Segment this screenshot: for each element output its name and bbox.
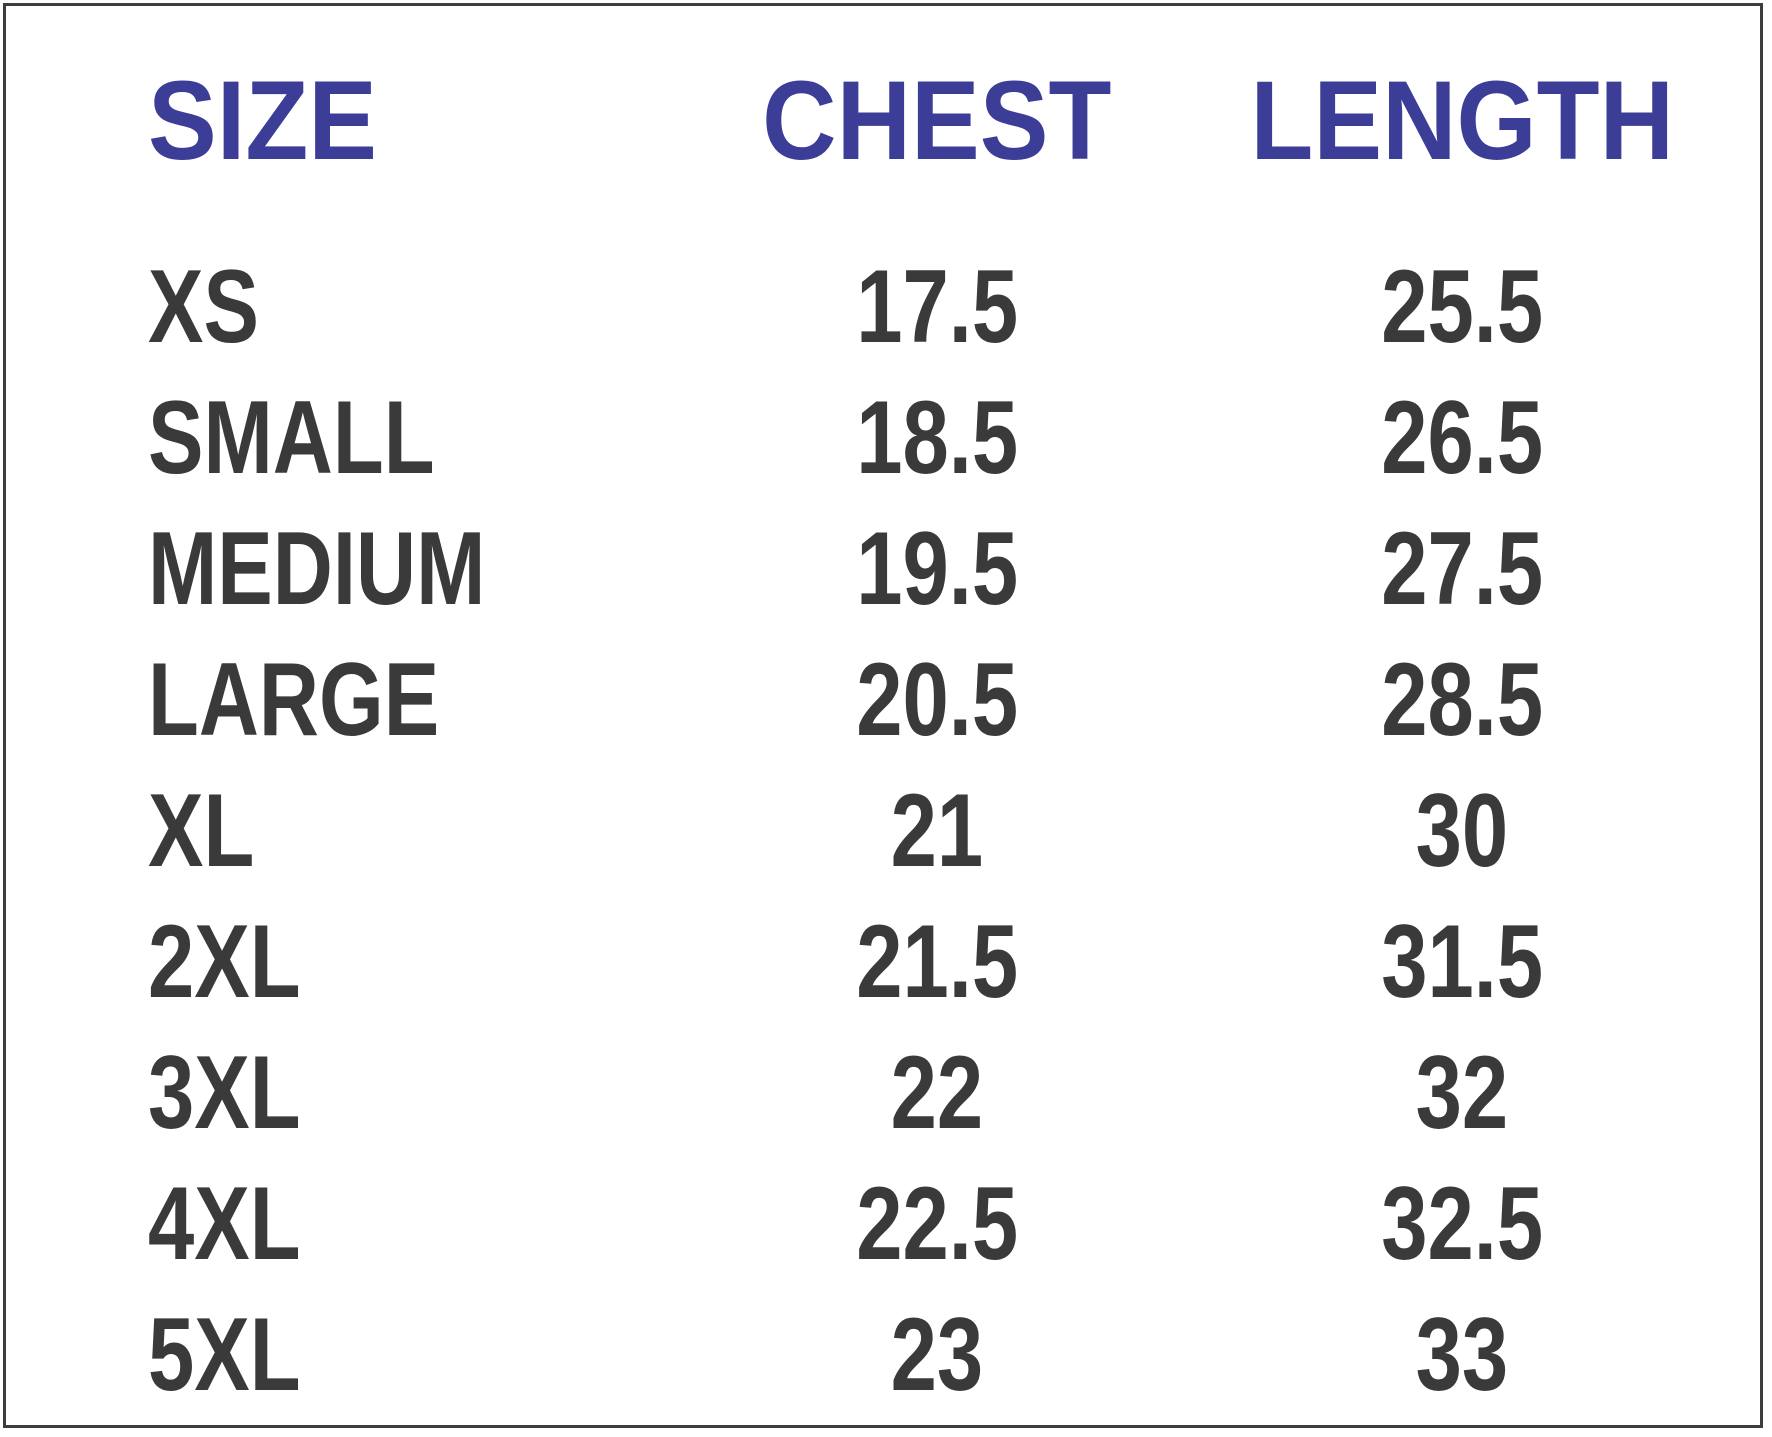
chest-cell-text: 20.5 (856, 641, 1018, 758)
chest-cell: 19.5 (708, 517, 1166, 621)
size-cell-text: 4XL (148, 1165, 301, 1282)
size-cell-text: XS (148, 248, 259, 365)
size-cell: SMALL (148, 386, 708, 490)
length-cell: 28.5 (1166, 648, 1758, 752)
chest-cell: 20.5 (708, 648, 1166, 752)
length-cell: 33 (1166, 1303, 1758, 1407)
table-row: MEDIUM 19.5 27.5 (6, 503, 1760, 634)
chest-cell-text: 21 (890, 772, 984, 889)
length-cell: 31.5 (1166, 910, 1758, 1014)
length-cell: 27.5 (1166, 517, 1758, 621)
chest-cell: 21 (708, 779, 1166, 883)
size-cell-text: SMALL (148, 379, 435, 496)
chest-cell-text: 18.5 (856, 379, 1018, 496)
length-cell-text: 26.5 (1381, 379, 1543, 496)
chest-cell: 21.5 (708, 910, 1166, 1014)
size-chart-table: SIZE CHEST LENGTH XS 17.5 25.5 SMALL 18.5 26.… (3, 3, 1763, 1428)
chest-cell: 17.5 (708, 255, 1166, 359)
header-cell-length: LENGTH (1166, 65, 1758, 177)
size-cell: LARGE (148, 648, 708, 752)
length-cell-text: 30 (1415, 772, 1509, 889)
table-row: 3XL 22 32 (6, 1027, 1760, 1158)
header-cell-chest: CHEST (708, 65, 1166, 177)
chest-cell: 22.5 (708, 1172, 1166, 1276)
length-cell: 25.5 (1166, 255, 1758, 359)
length-cell-text: 27.5 (1381, 510, 1543, 627)
length-cell-text: 28.5 (1381, 641, 1543, 758)
table-row: 2XL 21.5 31.5 (6, 896, 1760, 1027)
size-cell: 2XL (148, 910, 708, 1014)
table-header-row: SIZE CHEST LENGTH (6, 56, 1760, 186)
size-cell: 4XL (148, 1172, 708, 1276)
chest-cell: 18.5 (708, 386, 1166, 490)
length-cell: 26.5 (1166, 386, 1758, 490)
table-row: XL 21 30 (6, 765, 1760, 896)
table-row: 5XL 23 33 (6, 1289, 1760, 1420)
chest-cell-text: 19.5 (856, 510, 1018, 627)
size-cell: XL (148, 779, 708, 883)
header-cell-size: SIZE (148, 65, 708, 177)
length-cell: 32.5 (1166, 1172, 1758, 1276)
size-cell: 5XL (148, 1303, 708, 1407)
table-row: XS 17.5 25.5 (6, 241, 1760, 372)
size-cell: 3XL (148, 1041, 708, 1145)
chest-cell-text: 23 (890, 1296, 984, 1413)
table-body: XS 17.5 25.5 SMALL 18.5 26.5 MEDIUM 19.5 27.5 LAR… (6, 241, 1760, 1420)
chest-cell: 22 (708, 1041, 1166, 1145)
column-header-length: LENGTH (1250, 58, 1674, 183)
column-header-chest: CHEST (762, 58, 1112, 183)
size-cell-text: 2XL (148, 903, 301, 1020)
size-cell: MEDIUM (148, 517, 708, 621)
chest-cell-text: 21.5 (856, 903, 1018, 1020)
table-row: LARGE 20.5 28.5 (6, 634, 1760, 765)
size-cell-text: 3XL (148, 1034, 301, 1151)
length-cell-text: 32 (1415, 1034, 1509, 1151)
length-cell: 30 (1166, 779, 1758, 883)
length-cell-text: 31.5 (1381, 903, 1543, 1020)
length-cell-text: 32.5 (1381, 1165, 1543, 1282)
size-cell-text: LARGE (148, 641, 440, 758)
chest-cell-text: 17.5 (856, 248, 1018, 365)
size-cell-text: 5XL (148, 1296, 301, 1413)
size-cell-text: XL (148, 772, 255, 889)
column-header-size: SIZE (148, 58, 378, 183)
size-cell: XS (148, 255, 708, 359)
size-cell-text: MEDIUM (148, 510, 486, 627)
chest-cell-text: 22 (890, 1034, 984, 1151)
chest-cell: 23 (708, 1303, 1166, 1407)
length-cell-text: 33 (1415, 1296, 1509, 1413)
length-cell-text: 25.5 (1381, 248, 1543, 365)
table-row: 4XL 22.5 32.5 (6, 1158, 1760, 1289)
chest-cell-text: 22.5 (856, 1165, 1018, 1282)
table-row: SMALL 18.5 26.5 (6, 372, 1760, 503)
length-cell: 32 (1166, 1041, 1758, 1145)
